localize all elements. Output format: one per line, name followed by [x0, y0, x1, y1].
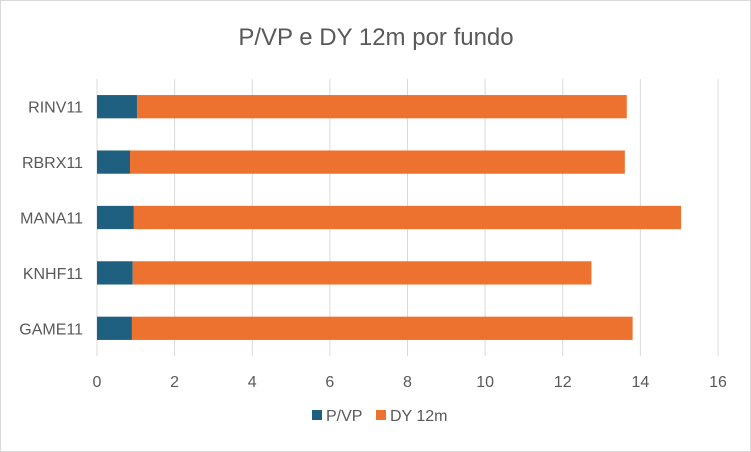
legend-swatch	[376, 410, 386, 420]
x-tick-label: 0	[93, 374, 102, 391]
x-tick-labels: 0 2 4 6 8 10 12 14 16	[93, 374, 727, 391]
bar-segment	[97, 150, 130, 174]
bar-segment	[97, 261, 133, 285]
legend: P/VP DY 12m	[312, 408, 448, 425]
legend-label: P/VP	[326, 408, 362, 425]
x-tick-label: 6	[325, 374, 334, 391]
category-label: RINV11	[28, 100, 83, 117]
x-tick-label: 10	[476, 374, 494, 391]
x-tick-label: 2	[170, 374, 179, 391]
bar-segment	[129, 150, 625, 174]
bar-segment	[97, 205, 134, 230]
x-tick-label: 12	[554, 374, 572, 391]
bar-segment	[97, 316, 132, 340]
category-label: MANA11	[20, 211, 83, 228]
x-tick-label: 16	[709, 374, 727, 391]
bar-segment	[97, 95, 137, 119]
bar-segment	[131, 316, 633, 340]
legend-swatch	[312, 410, 322, 420]
category-label: RBRX11	[22, 155, 83, 172]
bar-segment	[132, 261, 592, 285]
category-label: GAME11	[19, 321, 83, 338]
bar-segment	[136, 95, 627, 119]
bars	[97, 95, 682, 340]
bar-segment	[133, 205, 682, 230]
category-labels: GAME11 KNHF11 MANA11 RBRX11 RINV11	[19, 100, 83, 339]
x-tick-label: 8	[403, 374, 412, 391]
chart-title: P/VP e DY 12m por fundo	[238, 24, 513, 51]
category-label: KNHF11	[23, 266, 83, 283]
legend-label: DY 12m	[390, 408, 448, 425]
x-tick-label: 14	[631, 374, 649, 391]
x-tick-label: 4	[248, 374, 257, 391]
